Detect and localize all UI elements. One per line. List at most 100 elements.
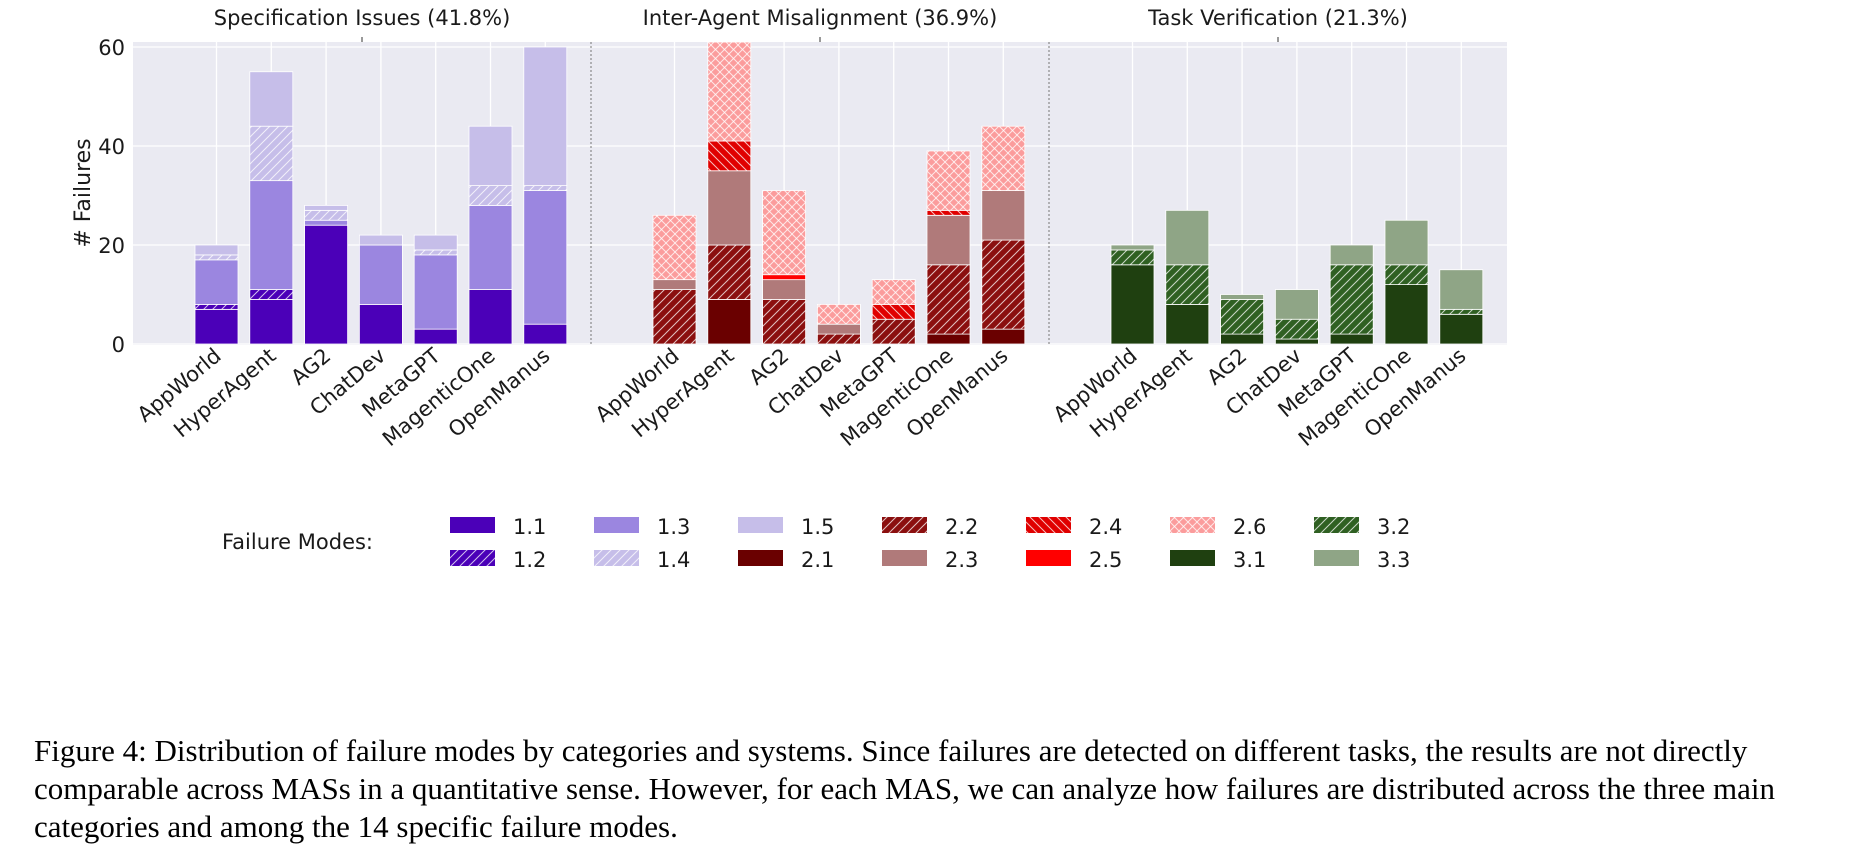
bar-seg-2-1-magenticone <box>926 333 971 345</box>
bar-seg-2-4-magenticone <box>926 209 971 216</box>
figure-caption: Figure 4: Distribution of failure modes … <box>34 733 1776 844</box>
panel-title-1: Specification Issues (41.8%) <box>214 6 511 30</box>
bar-seg-2-3-magenticone <box>926 214 971 266</box>
bar-seg-2-2-magenticone <box>926 264 971 335</box>
legend-label: 2.4 <box>1089 515 1122 539</box>
bar-seg-3-3-openmanus <box>1439 269 1484 310</box>
bar-seg-1-4-hyperagent <box>249 125 294 182</box>
bar-seg-2-6-appworld <box>652 214 697 281</box>
bar-seg-1-1-openmanus <box>523 323 568 345</box>
panel-title-2: Inter-Agent Misalignment (36.9%) <box>643 6 998 30</box>
legend-label: 3.2 <box>1377 515 1410 539</box>
bar-seg-2-4-metagpt <box>871 303 916 320</box>
legend-title: Failure Modes: <box>222 530 373 554</box>
failure-modes-chart: Specification Issues (41.8%)AppWorldHype… <box>71 6 1507 572</box>
bar-seg-2-2-ag2 <box>762 299 806 345</box>
bar-seg-3-1-metagpt <box>1329 333 1374 345</box>
bar-seg-1-3-magenticone <box>468 204 513 290</box>
bar-seg-2-6-ag2 <box>762 190 806 276</box>
bar-seg-3-3-chatdev <box>1275 289 1319 320</box>
legend-label: 3.1 <box>1233 548 1266 572</box>
bar-seg-2-3-hyperagent <box>707 170 752 246</box>
bar-seg-1-5-hyperagent <box>249 71 294 127</box>
legend-swatch-1-1 <box>450 517 495 533</box>
legend-label: 1.4 <box>657 548 690 572</box>
bar-seg-1-3-appworld <box>194 259 239 305</box>
bar-seg-3-1-chatdev <box>1275 338 1319 345</box>
y-tick-label: 40 <box>98 135 125 159</box>
bar-seg-2-1-openmanus <box>981 328 1026 345</box>
bar-seg-3-2-metagpt <box>1329 264 1374 335</box>
bar-seg-2-6-openmanus <box>981 125 1026 191</box>
bar-seg-1-5-openmanus <box>523 46 568 187</box>
bar-seg-1-4-openmanus <box>523 185 568 191</box>
bar-seg-1-4-appworld <box>194 254 239 261</box>
bar-seg-3-2-chatdev <box>1275 318 1319 340</box>
legend-swatch-2-3 <box>882 550 927 566</box>
y-tick-label: 0 <box>112 333 125 357</box>
bar-seg-1-1-magenticone <box>468 289 513 345</box>
bar-seg-1-3-hyperagent <box>249 180 294 290</box>
bar-seg-3-2-openmanus <box>1439 308 1484 315</box>
y-tick-label: 20 <box>98 234 125 258</box>
bar-seg-1-2-hyperagent <box>249 289 294 300</box>
legend-swatch-2-5 <box>1026 550 1071 566</box>
bar-seg-1-5-chatdev <box>358 234 403 246</box>
legend-swatch-3-3 <box>1314 550 1359 566</box>
legend-label: 2.1 <box>801 548 834 572</box>
bar-seg-1-4-ag2 <box>304 209 349 221</box>
bar-seg-2-2-metagpt <box>871 318 916 345</box>
bar-seg-3-3-metagpt <box>1329 244 1374 266</box>
panel-title-3: Task Verification (21.3%) <box>1147 6 1408 30</box>
bar-seg-3-3-magenticone <box>1384 219 1429 266</box>
bar-seg-1-3-openmanus <box>523 190 568 325</box>
bar-seg-2-2-hyperagent <box>707 244 752 300</box>
legend-label: 1.1 <box>513 515 546 539</box>
bar-seg-1-1-appworld <box>194 308 239 345</box>
bar-seg-1-4-magenticone <box>468 185 513 206</box>
bar-seg-3-1-ag2 <box>1220 333 1264 345</box>
legend-label: 2.5 <box>1089 548 1122 572</box>
bar-seg-2-2-openmanus <box>981 239 1026 330</box>
y-axis-label: # Failures <box>71 138 96 247</box>
bar-seg-3-3-appworld <box>1110 244 1155 251</box>
bar-seg-3-2-appworld <box>1110 249 1155 266</box>
legend-label: 3.3 <box>1377 548 1410 572</box>
bar-seg-2-6-chatdev <box>817 303 861 325</box>
legend: Failure Modes: 1.1 1.2 1.3 1.4 1.5 2.1 2.2 2.3 2.… <box>222 515 1410 572</box>
bar-seg-1-3-chatdev <box>358 244 403 305</box>
legend-swatch-2-1 <box>738 550 783 566</box>
bar-seg-1-3-ag2 <box>304 219 349 226</box>
legend-swatch-3-1 <box>1170 550 1215 566</box>
bar-seg-3-1-hyperagent <box>1165 303 1210 345</box>
bar-seg-2-6-hyperagent <box>707 41 752 142</box>
bar-seg-1-1-hyperagent <box>249 299 294 345</box>
legend-swatch-2-2 <box>882 517 927 533</box>
bar-seg-1-5-appworld <box>194 244 239 256</box>
legend-label: 2.6 <box>1233 515 1266 539</box>
bar-seg-2-2-chatdev <box>817 333 861 345</box>
legend-swatch-3-2 <box>1314 517 1359 533</box>
legend-label: 1.3 <box>657 515 690 539</box>
legend-label: 1.2 <box>513 548 546 572</box>
legend-swatch-2-4 <box>1026 517 1071 533</box>
legend-label: 1.5 <box>801 515 834 539</box>
bar-seg-3-1-openmanus <box>1439 313 1484 345</box>
bar-seg-3-2-magenticone <box>1384 264 1429 285</box>
legend-swatch-1-5 <box>738 517 783 533</box>
bar-seg-3-3-hyperagent <box>1165 209 1210 266</box>
bar-seg-3-1-appworld <box>1110 264 1155 345</box>
bar-seg-1-5-metagpt <box>413 234 458 251</box>
bar-seg-1-4-metagpt <box>413 249 458 256</box>
y-tick-label: 60 <box>98 36 125 60</box>
bars-layer <box>194 41 1484 345</box>
bar-seg-3-2-hyperagent <box>1165 264 1210 305</box>
bar-seg-1-1-metagpt <box>413 328 458 345</box>
legend-label: 2.2 <box>945 515 978 539</box>
bar-seg-2-3-openmanus <box>981 190 1026 241</box>
bar-seg-1-1-ag2 <box>304 224 349 345</box>
bar-seg-2-6-magenticone <box>926 150 971 211</box>
legend-swatch-1-3 <box>594 517 639 533</box>
bar-seg-2-3-ag2 <box>762 279 806 300</box>
bar-seg-2-2-appworld <box>652 289 697 345</box>
